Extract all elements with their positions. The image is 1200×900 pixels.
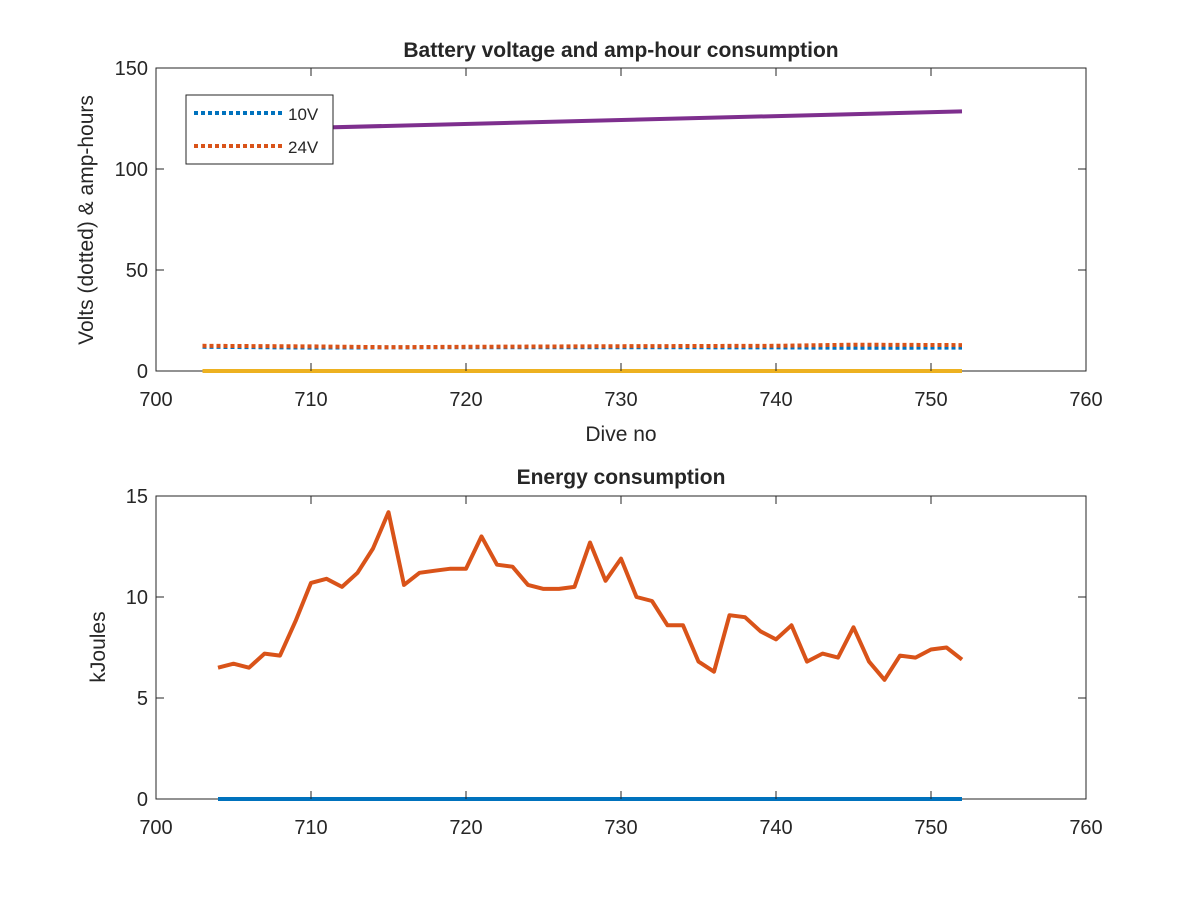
y-tick-label: 150 <box>115 58 148 80</box>
legend: 10V 24V <box>185 94 334 165</box>
y-tick-label: 15 <box>126 486 148 508</box>
y-axis-label: Volts (dotted) & amp-hours <box>75 95 98 345</box>
tick-group: 700 710 720 730 740 750 760 0 50 100 150 <box>115 58 1103 411</box>
x-tick-label: 730 <box>604 817 637 839</box>
x-tick-label: 760 <box>1069 389 1102 411</box>
x-axis-label: Dive no <box>585 423 656 446</box>
subplot-battery: 700 710 720 730 740 750 760 0 50 100 150 Battery v… <box>75 39 1103 446</box>
y-tick-label: 5 <box>137 688 148 710</box>
chart-title: Battery voltage and amp-hour consumption <box>403 39 838 62</box>
y-tick-label: 0 <box>137 789 148 811</box>
legend-box <box>185 94 334 165</box>
x-tick-label: 740 <box>759 389 792 411</box>
subplot-energy: 700 710 720 730 740 750 760 0 5 10 15 Energy consu… <box>87 466 1103 839</box>
y-tick-label: 50 <box>126 260 148 282</box>
series-group <box>217 510 964 801</box>
y-tick-label: 0 <box>137 361 148 383</box>
series-line-24v <box>202 342 963 350</box>
tick-group: 700 710 720 730 740 750 760 0 5 10 15 <box>126 486 1103 839</box>
x-tick-label: 750 <box>914 389 947 411</box>
x-tick-label: 750 <box>914 817 947 839</box>
y-tick-label: 100 <box>115 159 148 181</box>
legend-label-10v: 10V <box>288 105 319 124</box>
y-tick-label: 10 <box>126 587 148 609</box>
x-tick-label: 720 <box>449 389 482 411</box>
x-tick-label: 720 <box>449 817 482 839</box>
x-tick-label: 740 <box>759 817 792 839</box>
y-axis-label: kJoules <box>87 611 110 682</box>
x-tick-label: 710 <box>294 389 327 411</box>
x-tick-label: 700 <box>139 389 172 411</box>
series-line-1 <box>217 510 964 682</box>
x-tick-label: 730 <box>604 389 637 411</box>
legend-label-24v: 24V <box>288 138 319 157</box>
x-tick-label: 700 <box>139 817 172 839</box>
x-tick-label: 710 <box>294 817 327 839</box>
x-tick-label: 760 <box>1069 817 1102 839</box>
chart-title: Energy consumption <box>517 466 726 489</box>
